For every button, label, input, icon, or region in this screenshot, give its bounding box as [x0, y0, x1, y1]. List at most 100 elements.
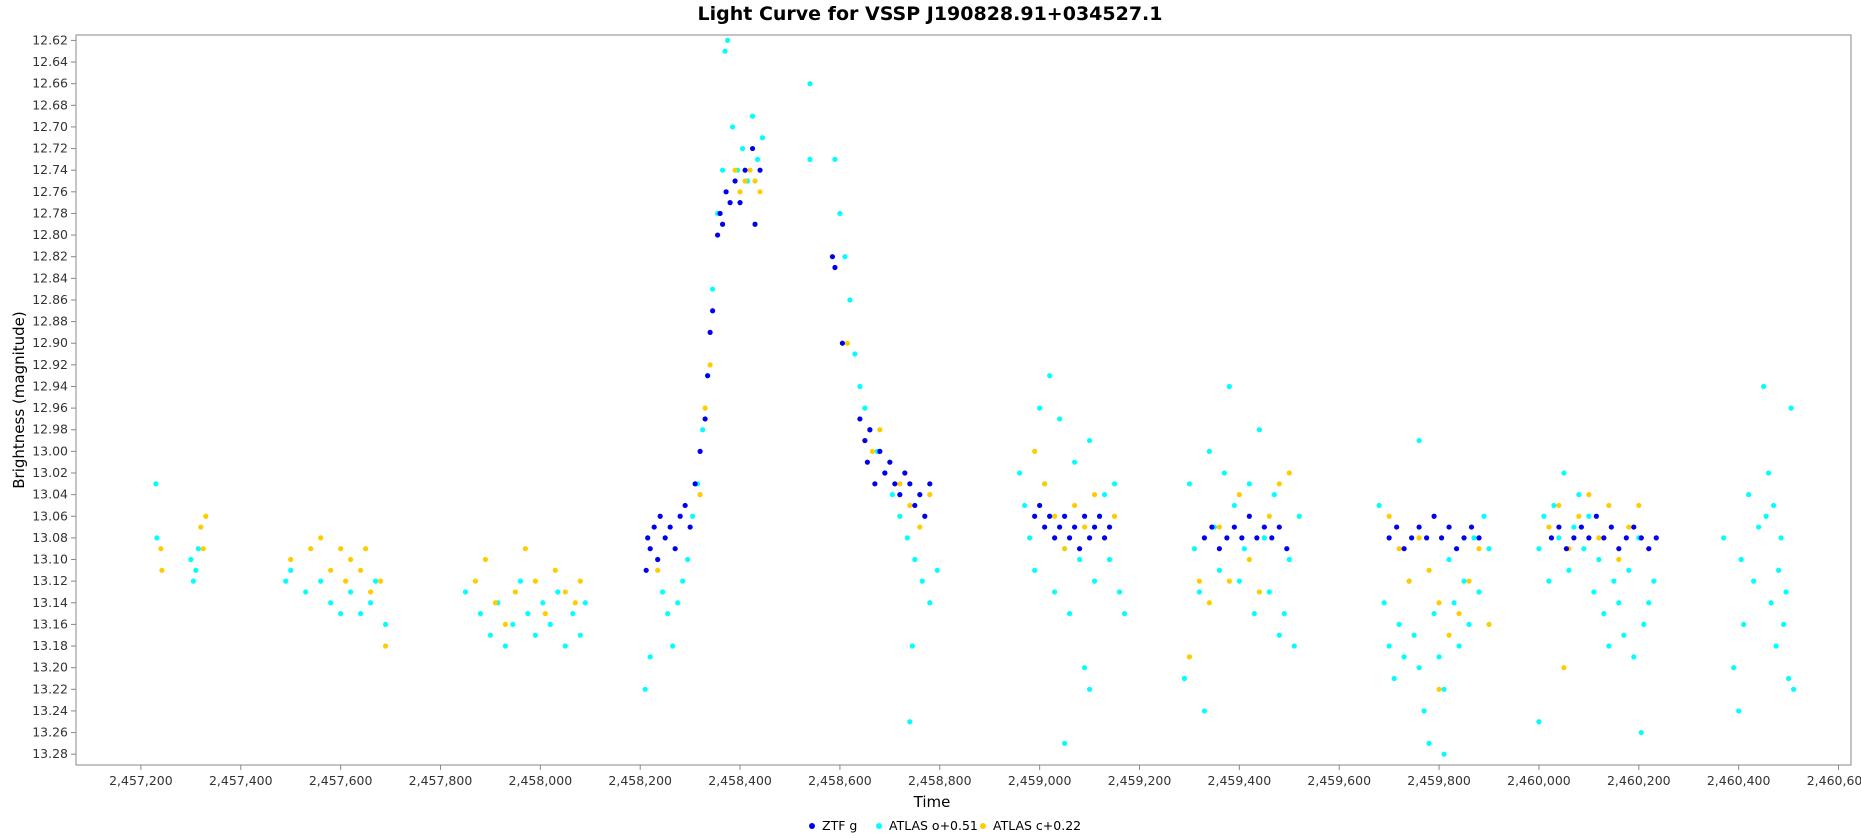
data-point: [1206, 600, 1213, 606]
data-point: [1106, 556, 1113, 563]
data-point: [288, 556, 294, 563]
data-point: [1076, 546, 1083, 552]
data-point: [697, 448, 703, 454]
data-point: [472, 578, 479, 584]
data-point: [897, 513, 903, 519]
data-point: [1621, 632, 1627, 638]
data-point: [1591, 589, 1597, 595]
data-point: [1626, 567, 1632, 573]
data-point: [1062, 513, 1068, 519]
data-point: [1409, 535, 1415, 541]
data-point: [1771, 502, 1777, 509]
y-tick-label: 12.82: [32, 249, 68, 264]
data-point: [1601, 610, 1607, 617]
data-point: [1623, 535, 1629, 541]
data-point: [919, 578, 925, 584]
data-point: [1441, 686, 1447, 692]
data-point: [1476, 589, 1482, 595]
x-tick-label: 2,459,400: [1208, 773, 1272, 788]
y-tick-label: 13.08: [32, 530, 68, 545]
data-point: [328, 600, 334, 606]
data-point: [685, 556, 691, 563]
data-point: [747, 167, 753, 173]
data-point: [153, 481, 159, 487]
data-point: [844, 340, 851, 346]
data-point: [195, 546, 201, 552]
data-point: [382, 621, 389, 628]
data-point: [1566, 567, 1572, 573]
y-tick-label: 12.64: [32, 54, 68, 69]
data-point: [542, 610, 548, 617]
data-point: [288, 567, 294, 573]
data-point: [707, 362, 713, 368]
data-point: [647, 654, 653, 660]
data-point: [662, 535, 668, 541]
y-tick-label: 12.74: [32, 162, 68, 177]
data-point: [1226, 578, 1232, 584]
data-point: [1071, 459, 1078, 465]
data-point: [1778, 535, 1784, 541]
data-point: [867, 427, 873, 433]
data-point: [719, 221, 726, 227]
data-point: [1426, 567, 1432, 573]
data-point: [377, 578, 384, 584]
data-point: [1431, 513, 1437, 519]
data-point: [1446, 524, 1452, 530]
data-point: [1381, 600, 1387, 606]
data-point: [839, 340, 846, 346]
data-point: [1721, 535, 1727, 541]
x-tick-label: 2,459,000: [1008, 773, 1072, 788]
data-point: [1756, 524, 1762, 530]
data-point: [1286, 556, 1292, 563]
data-point: [517, 578, 523, 584]
data-point: [1246, 513, 1252, 519]
data-point: [1596, 535, 1602, 541]
data-point: [1401, 654, 1407, 660]
data-point: [188, 556, 194, 563]
data-point: [1271, 492, 1277, 498]
data-point: [198, 524, 204, 530]
data-point: [737, 200, 743, 206]
data-point: [1611, 578, 1617, 584]
data-point: [687, 524, 693, 530]
data-point: [1768, 600, 1774, 606]
data-point: [1284, 546, 1290, 552]
data-point: [1763, 513, 1769, 519]
data-point: [1081, 524, 1088, 530]
data-point: [1216, 567, 1222, 573]
data-point: [1116, 589, 1123, 595]
data-point: [1456, 643, 1462, 649]
data-point: [832, 264, 838, 271]
data-point: [1486, 546, 1492, 552]
data-point: [1032, 567, 1038, 573]
data-point: [717, 210, 723, 217]
data-point: [864, 459, 870, 465]
data-point: [722, 48, 728, 54]
y-axis: 12.62 12.64 12.66 12.68 12.70 12.72 12.74 12.76…: [32, 32, 76, 761]
data-point: [1586, 513, 1592, 519]
data-point: [655, 567, 661, 573]
data-point: [1646, 600, 1652, 606]
data-point: [757, 167, 763, 173]
data-point: [1081, 665, 1088, 671]
data-point: [1076, 556, 1083, 563]
data-point: [532, 578, 538, 584]
data-point: [904, 535, 910, 541]
data-point: [1261, 524, 1267, 530]
data-point: [1224, 535, 1230, 541]
data-point: [1111, 481, 1118, 487]
data-point: [1581, 546, 1587, 552]
data-point: [477, 610, 484, 617]
x-tick-label: 2,460,400: [1707, 773, 1771, 788]
data-point: [862, 405, 868, 411]
data-point: [1266, 513, 1272, 519]
data-point: [1788, 405, 1794, 411]
data-point: [1556, 502, 1562, 509]
legend-entry: ATLAS o+0.51: [889, 818, 978, 833]
y-tick-label: 13.00: [32, 443, 68, 458]
data-point: [1111, 513, 1118, 519]
data-point: [739, 145, 746, 152]
data-point: [1653, 535, 1659, 541]
data-point: [807, 156, 813, 162]
data-point: [482, 556, 489, 563]
